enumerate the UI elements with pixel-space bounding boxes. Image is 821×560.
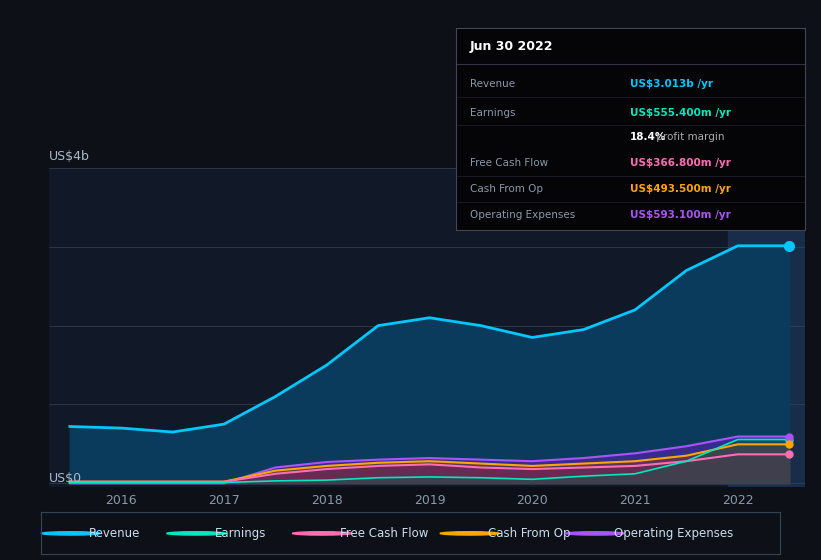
- Text: Jun 30 2022: Jun 30 2022: [470, 40, 553, 53]
- Text: Cash From Op: Cash From Op: [488, 527, 571, 540]
- Circle shape: [167, 532, 226, 535]
- Text: Earnings: Earnings: [470, 108, 515, 118]
- Circle shape: [41, 532, 100, 535]
- Bar: [727, 168, 805, 487]
- Text: Free Cash Flow: Free Cash Flow: [341, 527, 429, 540]
- Text: US$555.400m /yr: US$555.400m /yr: [631, 108, 732, 118]
- Text: Cash From Op: Cash From Op: [470, 184, 543, 194]
- Text: US$4b: US$4b: [49, 150, 90, 162]
- Text: Earnings: Earnings: [215, 527, 266, 540]
- Text: US$0: US$0: [49, 472, 82, 484]
- Text: Revenue: Revenue: [470, 80, 515, 90]
- Circle shape: [292, 532, 351, 535]
- Text: Operating Expenses: Operating Expenses: [470, 211, 575, 221]
- Text: profit margin: profit margin: [653, 132, 724, 142]
- Text: Operating Expenses: Operating Expenses: [613, 527, 733, 540]
- Text: US$493.500m /yr: US$493.500m /yr: [631, 184, 731, 194]
- Circle shape: [566, 532, 625, 535]
- Text: US$3.013b /yr: US$3.013b /yr: [631, 80, 713, 90]
- Text: 18.4%: 18.4%: [631, 132, 667, 142]
- Text: Free Cash Flow: Free Cash Flow: [470, 158, 548, 168]
- Text: US$593.100m /yr: US$593.100m /yr: [631, 211, 731, 221]
- Circle shape: [440, 532, 499, 535]
- Text: US$366.800m /yr: US$366.800m /yr: [631, 158, 731, 168]
- Text: Revenue: Revenue: [89, 527, 140, 540]
